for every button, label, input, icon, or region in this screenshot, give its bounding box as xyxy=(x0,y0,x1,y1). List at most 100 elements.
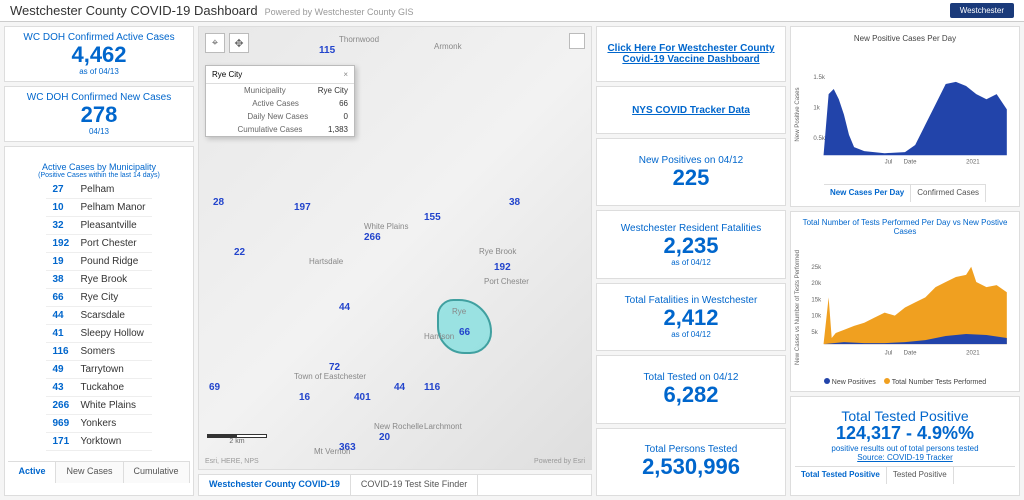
map-value-label[interactable]: 197 xyxy=(294,202,311,213)
nys-link-panel[interactable]: NYS COVID Tracker Data xyxy=(596,86,786,134)
svg-text:15k: 15k xyxy=(811,296,822,303)
svg-text:Jul: Jul xyxy=(885,158,893,165)
stats-column: Click Here For Westchester County Covid-… xyxy=(596,26,786,496)
map-place-label: Rye xyxy=(452,307,466,316)
tab[interactable]: New Cases Per Day xyxy=(824,185,911,202)
legend-icon[interactable] xyxy=(569,33,585,49)
muni-subtitle: (Positive Cases within the last 14 days) xyxy=(38,172,160,179)
muni-title: Active Cases by Municipality xyxy=(38,162,160,172)
map-value-label[interactable]: 266 xyxy=(364,232,381,243)
map-tabs: Westchester County COVID-19COVID-19 Test… xyxy=(198,474,592,496)
vaccine-link[interactable]: Click Here For Westchester County Covid-… xyxy=(601,43,781,65)
pan-icon[interactable]: ✥ xyxy=(229,33,249,53)
svg-text:1k: 1k xyxy=(813,104,820,111)
list-item[interactable]: 116Somers xyxy=(46,343,151,361)
municipality-panel: Active Cases by Municipality (Positive C… xyxy=(4,146,194,496)
close-icon[interactable]: × xyxy=(343,70,348,79)
tab[interactable]: Westchester County COVID-19 xyxy=(199,475,351,495)
panel-value: 2,530,996 xyxy=(642,455,740,479)
map-place-label: Harrison xyxy=(424,332,454,341)
tab[interactable]: Total Tested Positive xyxy=(795,467,887,484)
stat-panel: Total Persons Tested2,530,996 xyxy=(596,428,786,496)
header: Westchester County COVID-19 Dashboard Po… xyxy=(0,0,1024,22)
svg-text:0.5k: 0.5k xyxy=(813,134,825,141)
map-place-label: New Rochelle xyxy=(374,422,423,431)
map-place-label: Armonk xyxy=(434,42,462,51)
map-value-label[interactable]: 38 xyxy=(509,197,520,208)
list-item[interactable]: 43Tuckahoe xyxy=(46,379,151,397)
chart-area xyxy=(824,81,1007,154)
tab[interactable]: Active xyxy=(8,462,56,483)
panel-value: 2,235 xyxy=(663,234,718,258)
search-icon[interactable]: ⌖ xyxy=(205,33,225,53)
map-value-label[interactable]: 44 xyxy=(394,382,405,393)
active-cases-panel: WC DOH Confirmed Active Cases 4,462 as o… xyxy=(4,26,194,82)
map-place-label: Mt Vernon xyxy=(314,447,350,456)
svg-text:25k: 25k xyxy=(811,264,822,271)
list-item[interactable]: 41Sleepy Hollow xyxy=(46,325,151,343)
map-value-label[interactable]: 16 xyxy=(299,392,310,403)
list-item[interactable]: 66Rye City xyxy=(46,289,151,307)
tab[interactable]: Cumulative xyxy=(124,462,190,483)
stat-panel: New Positives on 04/12225 xyxy=(596,138,786,206)
list-item[interactable]: 44Scarsdale xyxy=(46,307,151,325)
stat-panel: Total Fatalities in Westchester2,412as o… xyxy=(596,283,786,351)
list-item[interactable]: 38Rye Brook xyxy=(46,271,151,289)
map-value-label[interactable]: 192 xyxy=(494,262,511,273)
svg-text:1.5k: 1.5k xyxy=(813,73,825,80)
panel-sub: positive results out of total persons te… xyxy=(831,444,978,453)
list-item[interactable]: 266White Plains xyxy=(46,397,151,415)
panel-source[interactable]: Source: COVID-19 Tracker xyxy=(857,453,953,462)
panel-value: 4,462 xyxy=(71,43,126,67)
map-place-label: White Plains xyxy=(364,222,408,231)
header-badge: Westchester xyxy=(950,3,1014,18)
header-subtitle: Powered by Westchester County GIS xyxy=(265,7,414,17)
list-item[interactable]: 19Pound Ridge xyxy=(46,253,151,271)
chart-title: New Positive Cases Per Day xyxy=(852,32,958,45)
map-value-label[interactable]: 69 xyxy=(209,382,220,393)
list-item[interactable]: 27Pelham xyxy=(46,181,151,199)
list-item[interactable]: 32Pleasantville xyxy=(46,217,151,235)
map-place-label: Thornwood xyxy=(339,35,379,44)
tested-positive-panel: Total Tested Positive 124,317 - 4.9%% po… xyxy=(790,396,1020,496)
list-item[interactable]: 192Port Chester xyxy=(46,235,151,253)
list-item[interactable]: 969Yonkers xyxy=(46,415,151,433)
svg-text:Jul: Jul xyxy=(885,349,893,356)
header-title: Westchester County COVID-19 Dashboard xyxy=(10,3,258,18)
panel-title: Westchester Resident Fatalities xyxy=(621,223,761,234)
map-value-label[interactable]: 44 xyxy=(339,302,350,313)
map[interactable]: ⌖ ✥ Rye City × MunicipalityRye CityActiv… xyxy=(198,26,592,470)
map-place-label: Port Chester xyxy=(484,277,529,286)
map-scale: 2 km xyxy=(207,434,267,445)
stat-panel: Total Tested on 04/126,282 xyxy=(596,355,786,423)
map-value-label[interactable]: 155 xyxy=(424,212,441,223)
nys-link[interactable]: NYS COVID Tracker Data xyxy=(632,105,750,116)
tab[interactable]: COVID-19 Test Site Finder xyxy=(351,475,478,495)
vaccine-link-panel[interactable]: Click Here For Westchester County Covid-… xyxy=(596,26,786,82)
chart-area-tests xyxy=(824,267,1007,344)
chart-svg: New Cases vs Number of Tests Performed 2… xyxy=(793,238,1017,377)
map-value-label[interactable]: 115 xyxy=(319,45,335,56)
list-item[interactable]: 171Yorktown xyxy=(46,433,151,451)
map-place-label: Town of Eastchester xyxy=(294,372,366,381)
list-item[interactable]: 10Pelham Manor xyxy=(46,199,151,217)
map-value-label[interactable]: 22 xyxy=(234,247,245,258)
tab[interactable]: Tested Positive xyxy=(887,467,954,484)
map-value-label[interactable]: 20 xyxy=(379,432,390,443)
tab[interactable]: New Cases xyxy=(56,462,123,483)
map-value-label[interactable]: 28 xyxy=(213,197,224,208)
chart-new-cases: New Positive Cases Per Day New Positive … xyxy=(790,26,1020,207)
map-popup: Rye City × MunicipalityRye CityActive Ca… xyxy=(205,65,355,137)
svg-text:2021: 2021 xyxy=(966,158,980,165)
map-value-label[interactable]: 116 xyxy=(424,382,440,393)
panel-value: 278 xyxy=(81,103,118,127)
list-item[interactable]: 49Tarrytown xyxy=(46,361,151,379)
panel-value: 225 xyxy=(673,166,710,190)
muni-list[interactable]: 27Pelham10Pelham Manor32Pleasantville192… xyxy=(46,181,151,461)
popup-row: Daily New Cases0 xyxy=(206,110,354,123)
tab[interactable]: Confirmed Cases xyxy=(911,185,986,202)
map-value-label[interactable]: 66 xyxy=(459,327,470,338)
panel-value: 124,317 - 4.9%% xyxy=(836,424,974,444)
map-value-label[interactable]: 401 xyxy=(354,392,371,403)
stat-panel: Westchester Resident Fatalities2,235as o… xyxy=(596,210,786,278)
